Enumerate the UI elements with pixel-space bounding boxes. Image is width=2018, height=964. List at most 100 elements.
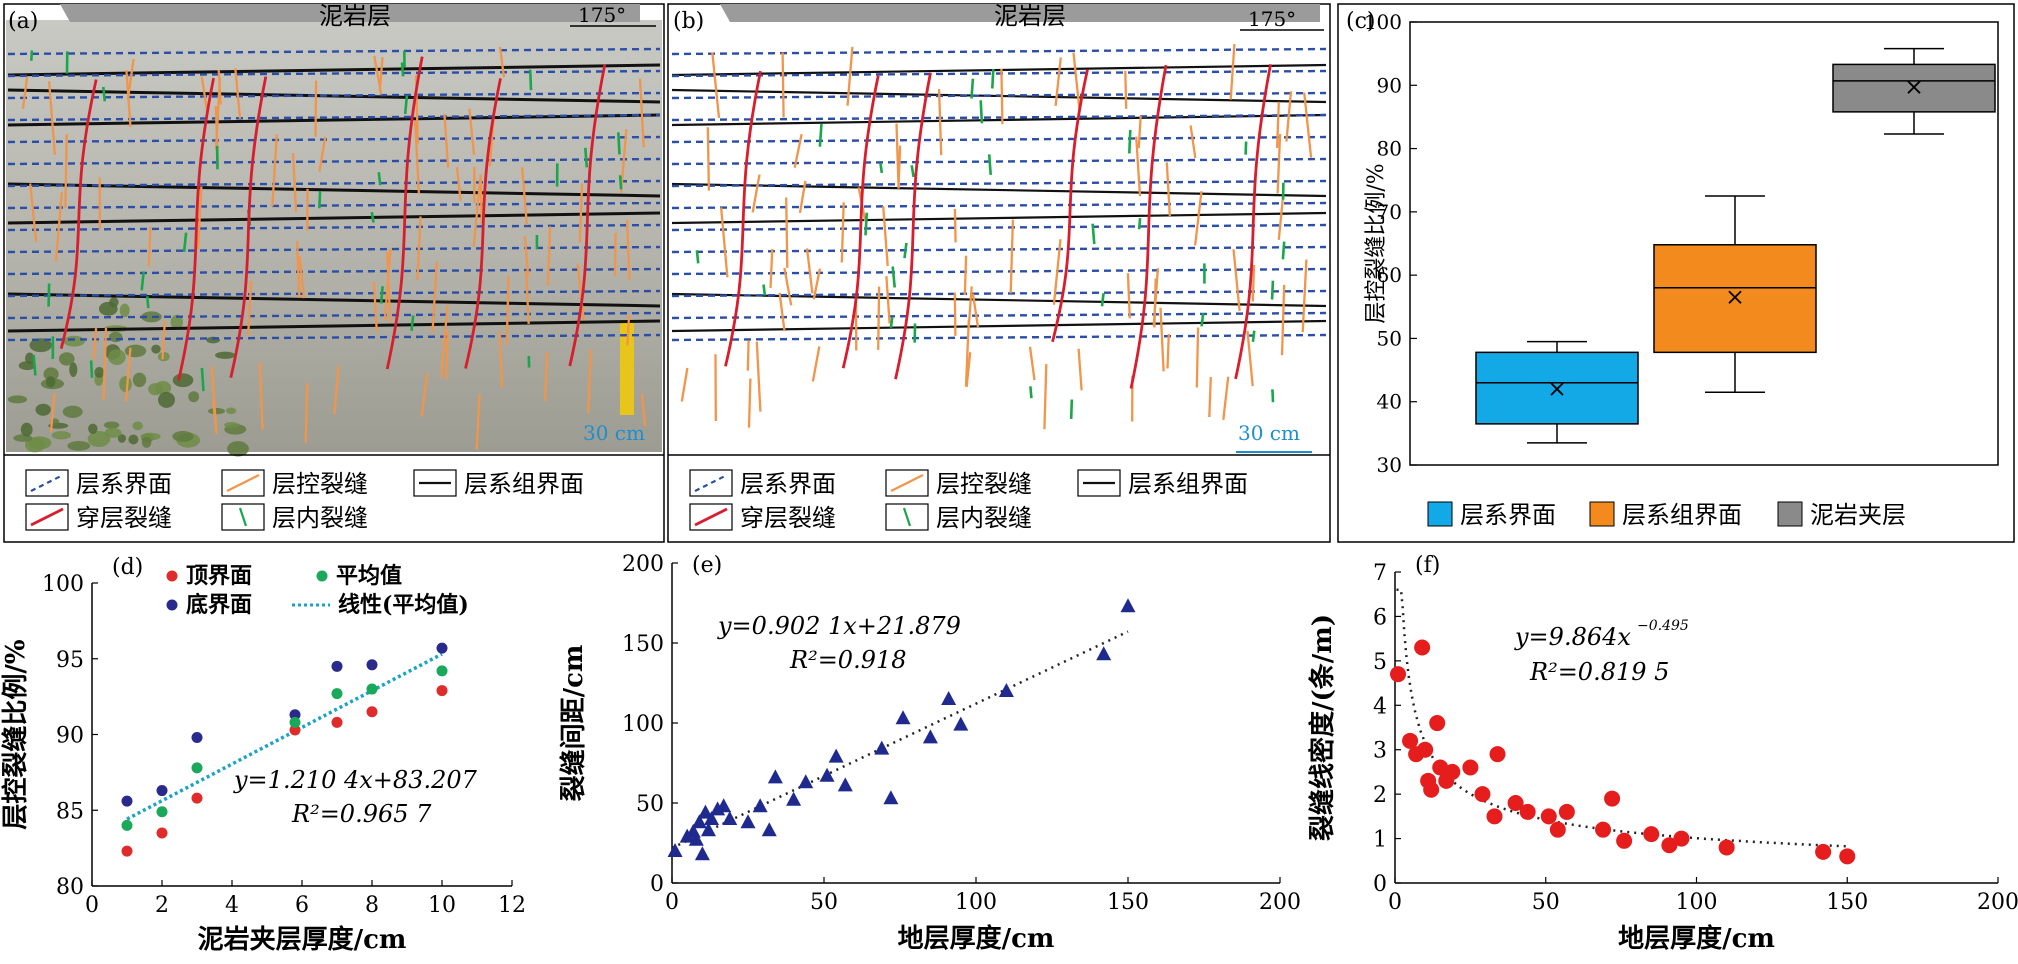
set-interface-line <box>7 267 661 276</box>
data-point <box>941 691 957 705</box>
set-interface-line <box>7 157 661 166</box>
set-interface-line <box>671 69 1327 78</box>
box <box>1475 351 1639 425</box>
through-layer-fracture <box>229 76 268 379</box>
intra-layer-fracture <box>32 354 37 376</box>
mudstone-banner-a <box>60 4 640 22</box>
intra-layer-fracture <box>889 317 894 328</box>
legend-label: 层控裂缝 <box>936 470 1032 498</box>
data-point <box>366 683 378 695</box>
plant-leaf <box>170 314 183 330</box>
layer-controlled-fracture <box>1135 136 1142 197</box>
intra-layer-fracture <box>1200 312 1205 327</box>
data-point <box>1549 821 1566 838</box>
data-point <box>716 798 732 813</box>
plant-leaf <box>88 423 98 434</box>
layer-controlled-fracture <box>587 349 593 414</box>
orientation-b: 175° <box>1248 7 1296 31</box>
set-group-interface-line <box>7 211 661 225</box>
intra-layer-fracture <box>618 175 623 190</box>
y-tick-label: 0 <box>650 872 664 897</box>
layer-controlled-fracture <box>1222 376 1230 421</box>
layer-controlled-fracture <box>161 320 167 360</box>
green-line-icon <box>238 507 248 527</box>
x-tick-label: 100 <box>955 890 997 915</box>
data-point <box>752 798 768 813</box>
data-point <box>1462 759 1479 776</box>
r2-annotation: R²=0.819 5 <box>1529 658 1669 686</box>
layer-controlled-fracture <box>755 341 762 412</box>
data-point <box>331 688 343 700</box>
set-interface-line <box>7 245 661 254</box>
legend-label: 层系组界面 <box>1622 501 1742 529</box>
set-interface-line <box>671 223 1327 232</box>
intra-layer-fracture <box>1244 141 1248 155</box>
layer-controlled-fracture <box>1276 133 1282 194</box>
data-point <box>1414 639 1431 656</box>
x-tick-label: 10 <box>428 893 456 918</box>
orientation-a: 175° <box>578 3 626 27</box>
x-tick-label: 12 <box>498 893 526 918</box>
layer-controlled-fracture <box>333 365 340 415</box>
set-interface-line <box>671 333 1327 342</box>
chart-c: 30 40 50 60 70 80 90 100 层控裂缝比例/% 层系界面 层系组界面 泥岩夹层 <box>1364 10 1999 529</box>
y-tick-label: 100 <box>622 712 664 737</box>
y-axis-title: 层控裂缝比例/% <box>0 639 31 829</box>
set-interface-line <box>7 311 661 320</box>
y-tick-label: 4 <box>1373 694 1387 719</box>
layer-controlled-fracture <box>414 120 421 194</box>
data-point <box>722 811 738 825</box>
set-interface-line <box>671 47 1327 56</box>
data-point <box>1096 646 1112 661</box>
data-point <box>828 748 844 763</box>
layer-controlled-fracture <box>882 205 889 267</box>
layer-controlled-fracture <box>781 52 785 118</box>
layer-controlled-fracture <box>524 270 530 324</box>
red-line-icon <box>30 507 64 527</box>
legend-label: 层内裂缝 <box>936 504 1032 532</box>
set-interface-line <box>7 113 661 122</box>
data-point <box>289 709 301 721</box>
vegetation-patch <box>7 297 634 457</box>
panel-a-label: (a) <box>8 9 38 34</box>
legend-swatch-box <box>25 469 69 497</box>
layer-controlled-fracture <box>811 346 821 382</box>
banner-b-text: 泥岩层 <box>994 2 1066 30</box>
layer-controlled-fracture <box>1054 57 1062 107</box>
data-point <box>700 822 716 837</box>
orange-line-icon <box>226 474 260 492</box>
legend-label: 层系组界面 <box>1128 470 1248 498</box>
dashed-blue-line-icon <box>30 474 64 492</box>
set-interface-line <box>671 157 1327 166</box>
layer-controlled-fracture <box>543 351 549 401</box>
data-point <box>895 710 911 725</box>
plant-leaf <box>98 301 118 316</box>
plant-leaf <box>103 421 120 429</box>
data-point <box>156 806 168 818</box>
plant-leaf <box>51 431 71 440</box>
layer-controlled-fracture <box>1159 307 1165 372</box>
data-point <box>1402 732 1419 749</box>
x-tick-label: 50 <box>810 890 838 915</box>
plant-leaf <box>128 434 139 445</box>
layer-controlled-fracture <box>258 362 264 430</box>
plant-leaf <box>25 352 35 365</box>
data-point <box>436 665 448 677</box>
through-layer-fracture <box>568 64 607 367</box>
layer-controlled-fracture <box>21 76 29 109</box>
data-point <box>694 846 710 861</box>
through-layer-fracture <box>385 56 424 370</box>
legend-label: 层系界面 <box>740 470 836 498</box>
intra-layer-fracture <box>528 69 533 91</box>
data-point <box>1558 803 1575 820</box>
intra-layer-fracture <box>1128 129 1132 154</box>
data-point <box>436 685 448 697</box>
data-point <box>819 767 835 782</box>
data-point <box>366 659 378 671</box>
data-point <box>331 716 343 728</box>
set-interface-line <box>7 201 661 210</box>
orange-line-icon <box>890 474 924 492</box>
data-point <box>1519 803 1536 820</box>
data-point <box>922 729 938 744</box>
